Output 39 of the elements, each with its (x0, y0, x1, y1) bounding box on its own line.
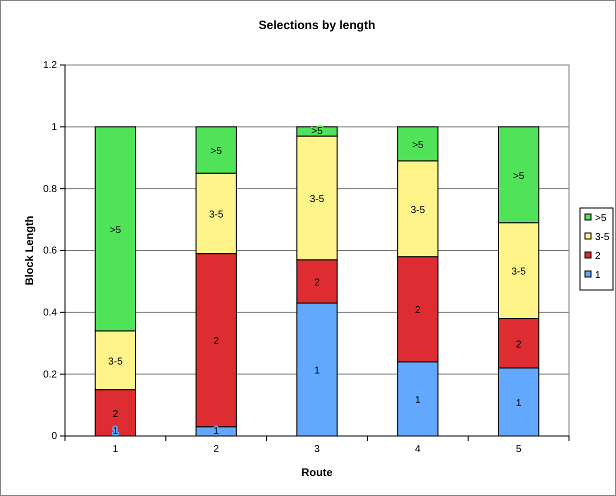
category-label: 1 (112, 426, 118, 437)
text: 3-5 (410, 204, 426, 216)
chart-title: Selections by length (258, 18, 376, 32)
y-tick-label: 0 (51, 431, 58, 442)
y-axis-title: Block Length (24, 215, 36, 286)
text: 3-5 (310, 194, 324, 205)
text: 2 (112, 408, 118, 420)
x-axis-title: Route (301, 467, 333, 479)
legend-label: 1 (595, 270, 601, 281)
category-label: 1 (213, 426, 219, 437)
text: >5 (110, 224, 122, 236)
category-label: 2 (415, 305, 421, 316)
category-label: 1 (314, 366, 320, 377)
text: >5 (512, 170, 524, 182)
category-label: 1 (415, 394, 421, 406)
text: 3-5 (208, 209, 224, 220)
text: >5 (412, 140, 424, 151)
text: 3-5 (511, 266, 526, 278)
legend-label: >5 (595, 213, 607, 224)
x-tick-label: 2 (213, 444, 220, 455)
text: 3-5 (108, 356, 123, 368)
text: >5 (311, 126, 323, 138)
x-tick-label: 5 (516, 444, 522, 455)
category-label: 2 (213, 336, 219, 348)
x-tick-label: 1 (112, 444, 119, 455)
y-tick-label: 0.8 (43, 184, 58, 195)
text: >5 (210, 146, 222, 158)
y-tick-label: 1.2 (43, 60, 58, 72)
category-label: 1 (516, 398, 522, 409)
y-tick-label: 0.2 (43, 369, 58, 380)
category-label: 2 (314, 277, 320, 288)
y-tick-label: 0.6 (43, 246, 58, 257)
legend-label: 3-5 (595, 232, 610, 243)
category-label: 2 (516, 339, 522, 350)
x-tick-label: 3 (314, 444, 320, 455)
legend-label: 2 (595, 251, 601, 262)
x-tick-label: 4 (415, 444, 422, 455)
y-tick-label: 0.4 (43, 308, 58, 319)
y-tick-label: 1 (51, 122, 58, 134)
